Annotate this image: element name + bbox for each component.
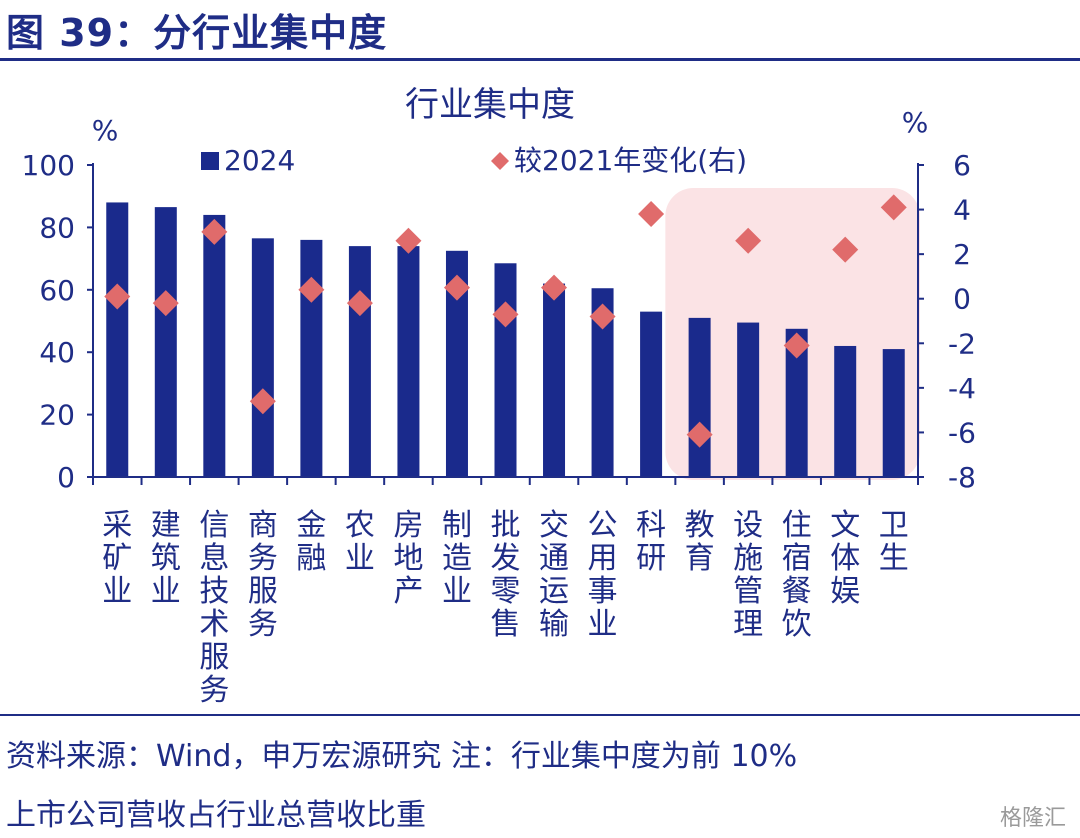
bar bbox=[397, 246, 420, 477]
change-marker bbox=[443, 274, 470, 301]
right-tick-label: -4 bbox=[948, 372, 976, 405]
change-marker bbox=[152, 290, 179, 317]
legend-bar-label: 2024 bbox=[224, 144, 295, 177]
change-marker bbox=[346, 290, 373, 317]
category-label: 设施管理 bbox=[733, 508, 763, 642]
text-layer: 0 20 40 60 80 100 -8 -6 -4 -2 0 2 4 6 采矿业建筑业信息技术服务商务服务… bbox=[22, 85, 976, 708]
source-note-line1: 资料来源：Wind，申万宏源研究 注：行业集中度为前 10% bbox=[6, 739, 798, 774]
category-label: 采矿业 bbox=[102, 508, 132, 609]
right-tick-label: -2 bbox=[948, 327, 976, 360]
left-tick-label: 40 bbox=[39, 336, 75, 369]
left-tick-label: 80 bbox=[39, 211, 75, 244]
change-marker bbox=[492, 301, 519, 328]
title-rule bbox=[0, 58, 1080, 61]
category-label: 公用事业 bbox=[588, 508, 618, 642]
change-marker bbox=[880, 194, 907, 221]
left-tick-label: 100 bbox=[22, 149, 75, 182]
bar bbox=[251, 238, 274, 477]
bar bbox=[494, 263, 517, 477]
change-marker bbox=[201, 218, 228, 245]
right-tick-label: 2 bbox=[953, 238, 971, 271]
bar bbox=[348, 246, 371, 477]
right-unit-label: % bbox=[902, 106, 929, 139]
watermark-logo: 格隆汇 bbox=[999, 806, 1066, 831]
bar bbox=[688, 317, 711, 477]
right-tick-label: -8 bbox=[948, 461, 976, 494]
category-label: 文体娱 bbox=[830, 508, 860, 609]
legend-marker-swatch bbox=[491, 152, 509, 170]
bar bbox=[154, 207, 177, 477]
category-label: 商务服务 bbox=[248, 508, 278, 642]
category-label: 住宿餐饮 bbox=[782, 508, 812, 642]
bar bbox=[543, 283, 566, 477]
category-label: 制造业 bbox=[442, 508, 472, 609]
category-label: 金融 bbox=[296, 508, 326, 576]
category-label: 教育 bbox=[685, 508, 715, 576]
category-label: 建筑业 bbox=[151, 508, 181, 609]
change-marker bbox=[298, 276, 325, 303]
bar bbox=[882, 349, 905, 477]
change-marker bbox=[589, 303, 616, 330]
concentration-chart: 0 20 40 60 80 100 -8 -6 -4 -2 0 2 4 6 采矿业建筑业信息技术服务商务服务… bbox=[22, 85, 976, 708]
change-marker bbox=[395, 227, 422, 254]
bar bbox=[203, 214, 226, 478]
right-tick-label: 0 bbox=[953, 283, 971, 316]
category-label: 交通运输 bbox=[539, 508, 569, 642]
change-marker bbox=[783, 332, 810, 359]
legend-bar-swatch bbox=[201, 152, 219, 170]
bar bbox=[591, 288, 614, 477]
left-tick-label: 0 bbox=[57, 461, 75, 494]
left-unit-label: % bbox=[92, 114, 119, 147]
source-note-line2: 上市公司营收占行业总营收比重 bbox=[6, 798, 426, 833]
change-marker bbox=[735, 227, 762, 254]
change-marker bbox=[104, 283, 131, 310]
bar bbox=[106, 202, 129, 477]
bar bbox=[834, 345, 857, 477]
bar bbox=[737, 322, 760, 477]
marker-layer bbox=[104, 152, 907, 448]
change-marker bbox=[541, 274, 568, 301]
legend-marker-label: 较2021年变化(右) bbox=[514, 144, 747, 177]
category-label: 房地产 bbox=[393, 508, 423, 609]
bar bbox=[445, 250, 468, 477]
chart-title: 行业集中度 bbox=[405, 85, 575, 125]
axis-layer bbox=[87, 163, 924, 485]
right-tick-label: -6 bbox=[948, 416, 976, 449]
left-tick-label: 20 bbox=[39, 399, 75, 432]
right-tick-label: 6 bbox=[953, 149, 971, 182]
category-label: 农业 bbox=[345, 508, 375, 576]
right-tick-label: 4 bbox=[953, 194, 971, 227]
left-tick-label: 60 bbox=[39, 274, 75, 307]
bar bbox=[300, 239, 323, 477]
category-label: 卫生 bbox=[879, 508, 909, 576]
figure-title: 图 39：分行业集中度 bbox=[6, 11, 388, 55]
change-marker bbox=[832, 236, 859, 263]
change-marker bbox=[686, 421, 713, 448]
bar bbox=[785, 328, 808, 477]
category-label: 科研 bbox=[636, 508, 666, 576]
change-marker bbox=[638, 201, 665, 228]
bar bbox=[640, 311, 663, 477]
category-label: 批发零售 bbox=[491, 508, 521, 642]
category-label: 信息技术服务 bbox=[199, 508, 229, 708]
footer-rule bbox=[0, 714, 1080, 716]
change-marker bbox=[249, 388, 276, 415]
